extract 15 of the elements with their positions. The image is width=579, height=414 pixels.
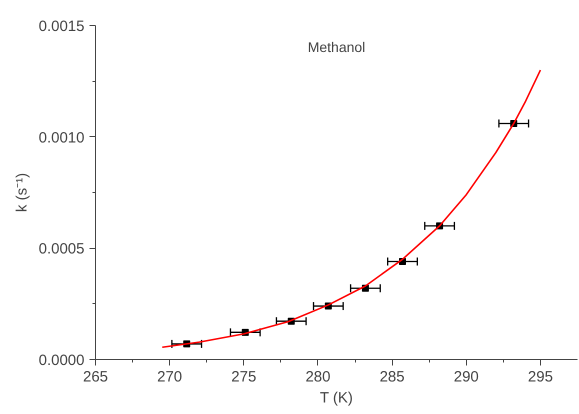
y-tick-label: 0.0000 <box>38 352 85 369</box>
x-tick-label: 295 <box>528 368 553 386</box>
line-series <box>161 69 542 348</box>
x-tick-label: 275 <box>231 368 256 386</box>
y-tick-label: 0.0015 <box>38 18 85 35</box>
y-axis-title: k (s⁻¹) <box>14 172 31 212</box>
x-tick-label: 280 <box>305 368 330 386</box>
x-tick-label: 270 <box>157 368 182 386</box>
x-tick-label: 285 <box>380 368 405 386</box>
x-tick-label: 265 <box>82 368 108 386</box>
x-axis-title: T (K) <box>320 390 353 406</box>
y-tick-label: 0.0005 <box>38 240 85 258</box>
y-tick-label: 0.0010 <box>38 129 85 146</box>
text: Methanol <box>308 38 366 55</box>
x-tick-label: 290 <box>454 368 479 386</box>
